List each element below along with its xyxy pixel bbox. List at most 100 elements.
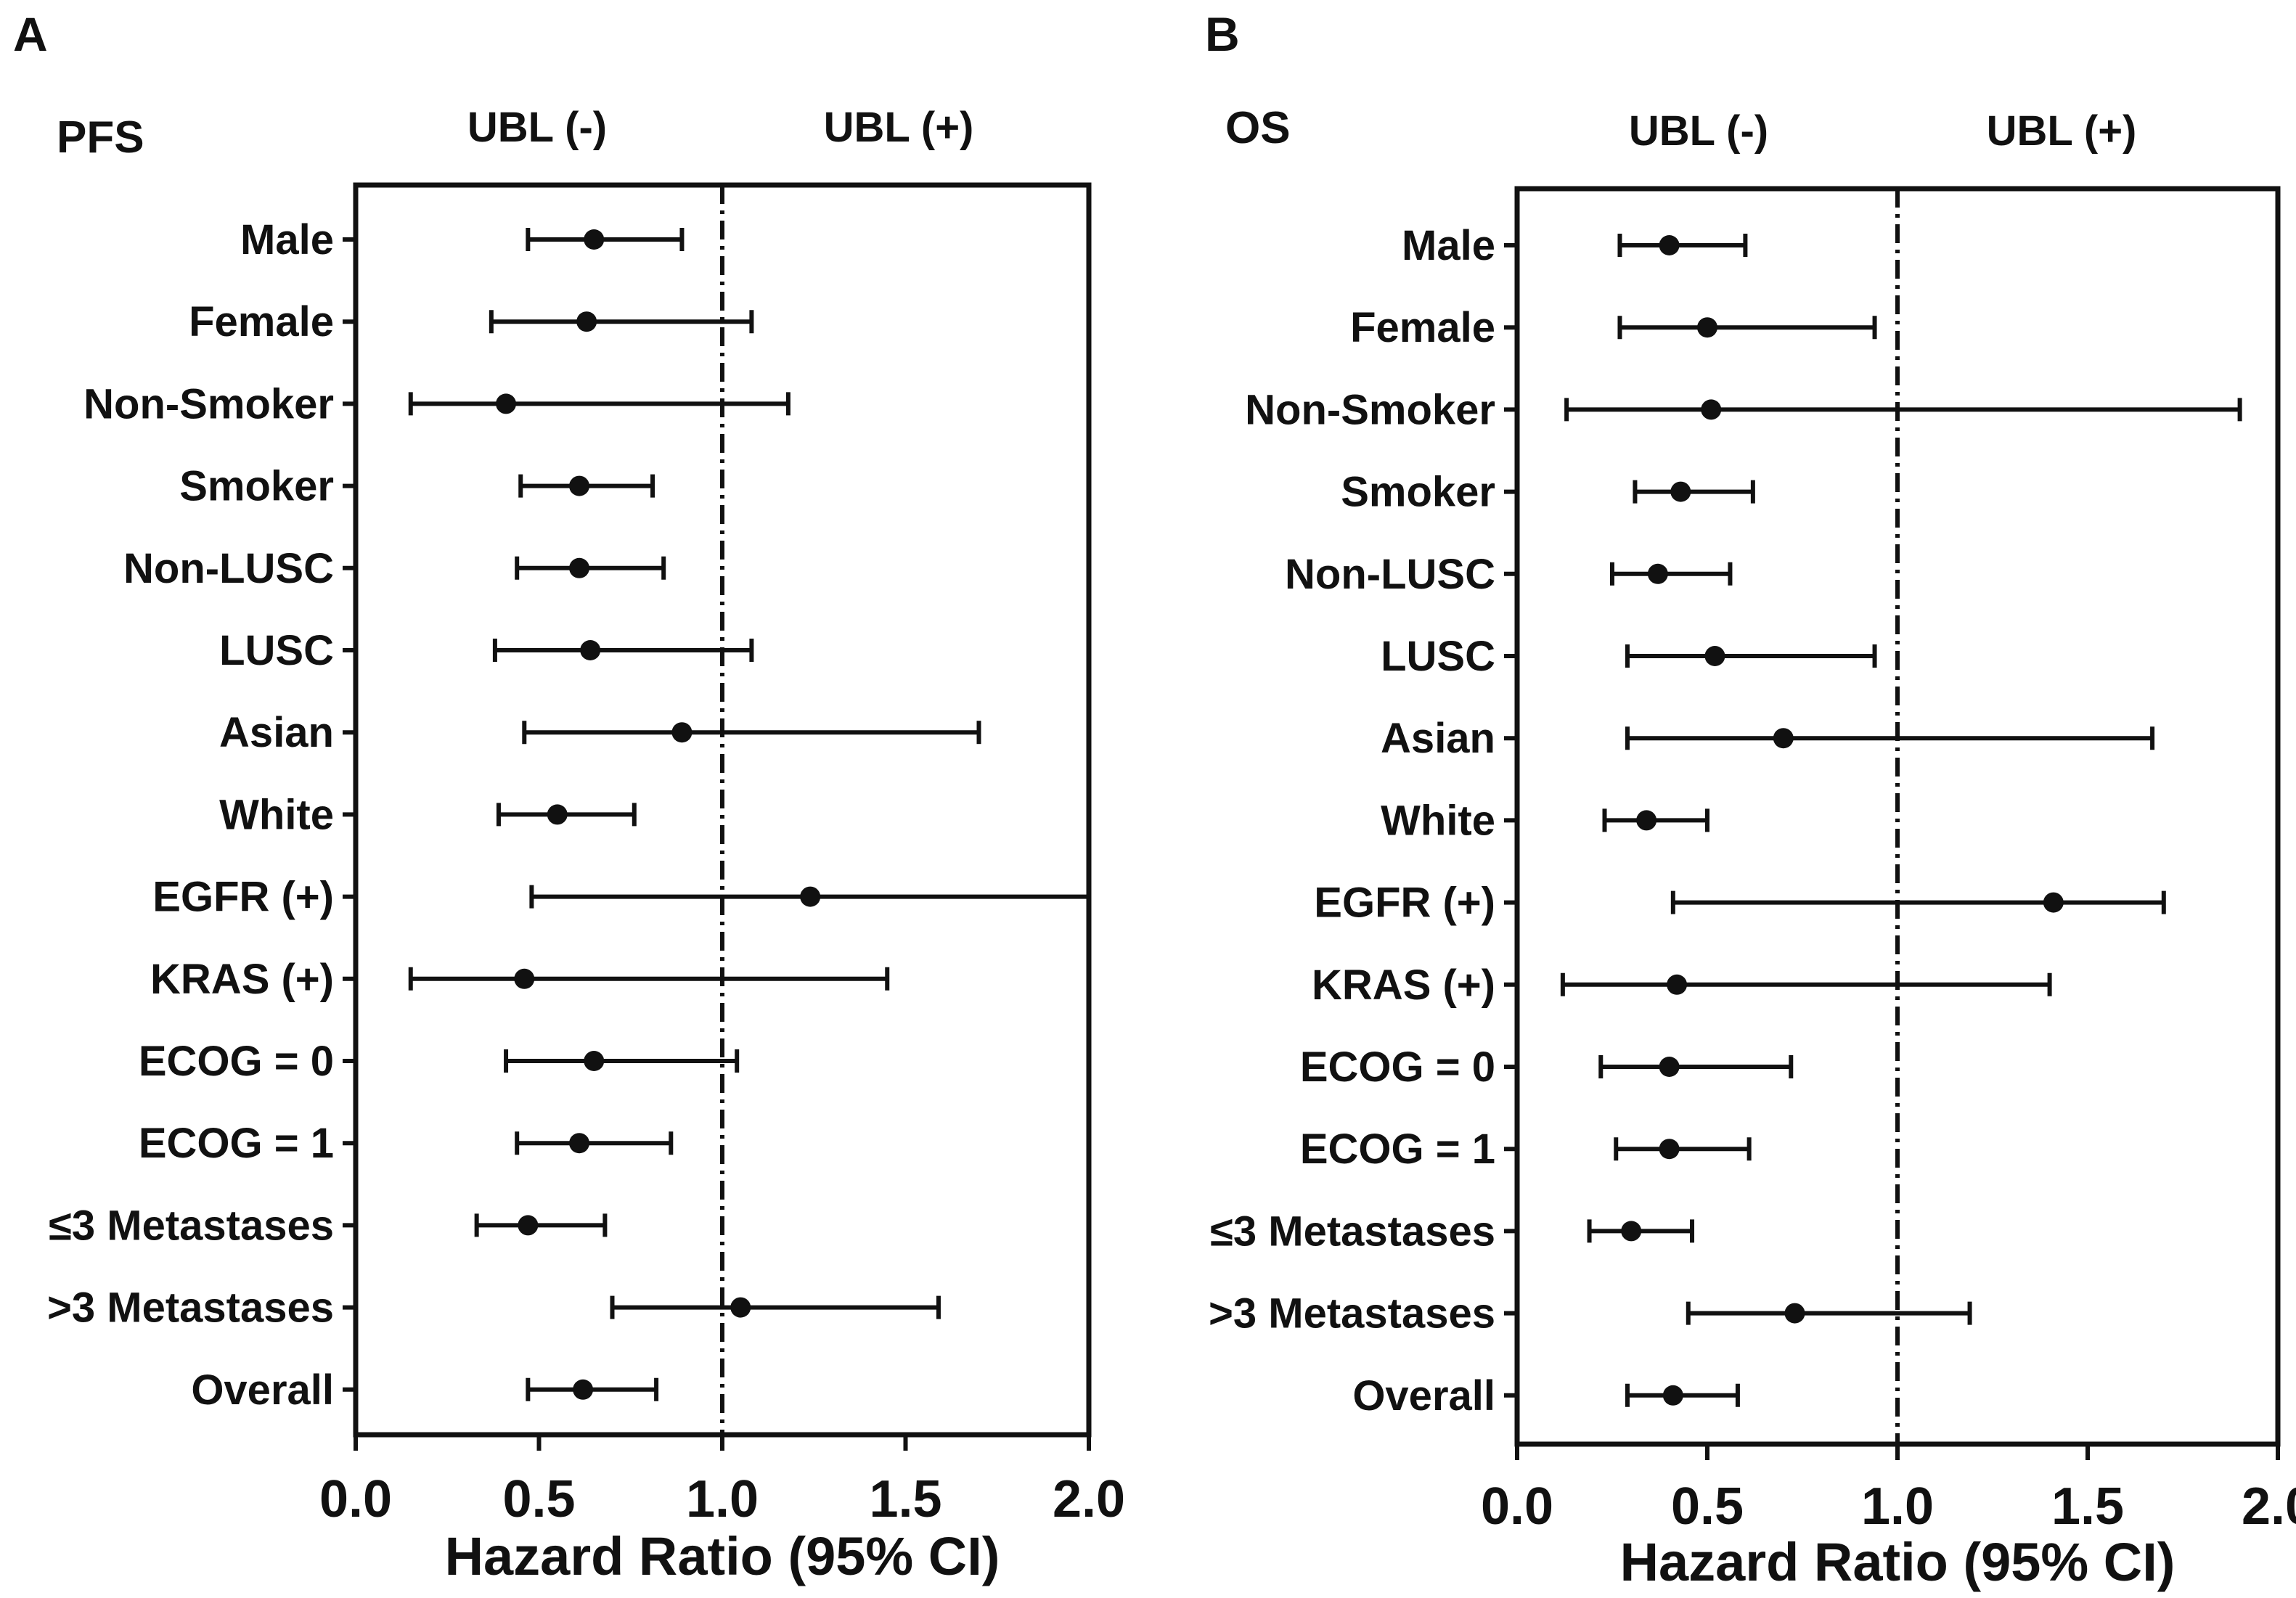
hazard-ratio-point (671, 722, 693, 743)
hazard-ratio-point (584, 1051, 605, 1071)
forest-row: EGFR (+) (152, 874, 1089, 921)
category-label: Asian (219, 709, 334, 756)
forest-row: Asian (219, 709, 981, 756)
category-label: EGFR (+) (1314, 880, 1495, 927)
hazard-ratio-point (569, 1133, 590, 1154)
x-tick-label: 2.0 (2242, 1478, 2296, 1536)
hazard-ratio-point (1621, 1221, 1642, 1242)
hazard-ratio-point (730, 1297, 751, 1318)
x-tick-label: 2.0 (1053, 1470, 1125, 1528)
x-tick-label: 0.5 (502, 1470, 575, 1528)
forest-row: ECOG = 1 (1300, 1126, 1752, 1173)
forest-row: LUSC (219, 627, 754, 674)
forest-row: Overall (1352, 1372, 1740, 1419)
forest-row: ECOG = 0 (1300, 1044, 1794, 1091)
x-tick-label: 1.0 (686, 1470, 759, 1528)
category-label: White (219, 791, 334, 838)
forest-row: >3 Metastases (1209, 1290, 1972, 1337)
x-tick-label: 0.0 (319, 1470, 392, 1528)
category-label: Non-Smoker (83, 380, 334, 427)
category-label: KRAS (+) (1312, 962, 1495, 1009)
category-label: Asian (1381, 715, 1495, 762)
hazard-ratio-point (1659, 1057, 1680, 1077)
category-label: KRAS (+) (150, 956, 334, 1003)
hazard-ratio-point (1667, 974, 1688, 995)
forest-row: Male (1402, 222, 1748, 269)
forest-row: Non-LUSC (1285, 551, 1733, 598)
hazard-ratio-point (580, 640, 601, 660)
category-label: Male (240, 216, 334, 263)
category-label: ECOG = 1 (139, 1120, 334, 1167)
hazard-ratio-point (1773, 728, 1794, 749)
panel-b: B OS UBL (-) UBL (+) Male Female Non-Smoker Smo… (1205, 7, 2296, 1592)
category-label: ECOG = 0 (139, 1038, 334, 1085)
category-label: Smoker (1341, 469, 1495, 516)
forest-row: Asian (1381, 715, 2155, 762)
category-label: ≤3 Metastases (49, 1202, 334, 1249)
category-label: Non-Smoker (1245, 386, 1495, 433)
category-label: Non-LUSC (123, 545, 334, 592)
category-label: Male (1402, 222, 1495, 269)
category-label: Non-LUSC (1285, 551, 1495, 598)
category-label: White (1381, 797, 1495, 844)
forest-row: EGFR (+) (1314, 880, 2166, 927)
right-side-label: UBL (+) (1987, 107, 2137, 155)
x-axis-title: Hazard Ratio (95% CI) (445, 1526, 1000, 1586)
hazard-ratio-point (2043, 892, 2064, 913)
category-label: LUSC (219, 627, 334, 674)
hazard-ratio-point (547, 804, 568, 825)
forest-row: Non-Smoker (1245, 386, 2242, 433)
category-label: >3 Metastases (47, 1284, 334, 1332)
forest-row: Female (189, 298, 754, 345)
x-tick-label: 0.5 (1671, 1478, 1744, 1536)
hazard-ratio-point (569, 557, 590, 578)
category-label: Overall (1352, 1372, 1495, 1419)
forest-row: White (1381, 797, 1709, 844)
left-side-label: UBL (-) (1629, 107, 1768, 155)
hazard-ratio-point (1784, 1303, 1805, 1324)
forest-row: Smoker (179, 463, 655, 510)
panel-letter: A (13, 7, 48, 61)
right-side-label: UBL (+) (824, 104, 974, 151)
forest-row: Smoker (1341, 469, 1755, 516)
category-label: LUSC (1381, 633, 1495, 680)
category-label: Smoker (179, 463, 334, 510)
hazard-ratio-point (1697, 317, 1717, 338)
hazard-ratio-point (584, 229, 605, 250)
forest-row: ≤3 Metastases (49, 1202, 608, 1249)
category-label: ECOG = 1 (1300, 1126, 1495, 1173)
category-label: EGFR (+) (152, 874, 334, 921)
hazard-ratio-point (496, 393, 517, 414)
hazard-ratio-point (1659, 1139, 1680, 1160)
hazard-ratio-point (1670, 481, 1691, 502)
hazard-ratio-point (573, 1379, 594, 1400)
forest-row: KRAS (+) (150, 956, 890, 1003)
category-label: Overall (191, 1367, 334, 1414)
hazard-ratio-point (1636, 810, 1657, 831)
hazard-ratio-point (569, 475, 590, 496)
forest-row: Non-Smoker (83, 380, 790, 427)
category-label: ≤3 Metastases (1210, 1208, 1495, 1255)
forest-row: KRAS (+) (1312, 962, 2052, 1009)
x-tick-label: 0.0 (1481, 1478, 1553, 1536)
hazard-ratio-point (1704, 646, 1725, 666)
hazard-ratio-point (800, 886, 821, 907)
category-label: Female (189, 298, 334, 345)
panel-title: PFS (57, 112, 144, 163)
category-label: >3 Metastases (1209, 1290, 1495, 1337)
category-label: ECOG = 0 (1300, 1044, 1495, 1091)
category-label: Female (1350, 304, 1495, 351)
forest-row: Non-LUSC (123, 545, 666, 592)
forest-row: Female (1350, 304, 1877, 351)
hazard-ratio-point (1662, 1385, 1683, 1406)
forest-row: Overall (191, 1367, 659, 1414)
x-tick-label: 1.5 (2051, 1478, 2124, 1536)
panel-letter: B (1205, 7, 1240, 61)
x-axis-title: Hazard Ratio (95% CI) (1620, 1532, 2176, 1592)
x-tick-label: 1.0 (1861, 1478, 1934, 1536)
left-side-label: UBL (-) (467, 104, 607, 151)
forest-row: ECOG = 0 (139, 1038, 740, 1085)
forest-row: ≤3 Metastases (1210, 1208, 1695, 1255)
